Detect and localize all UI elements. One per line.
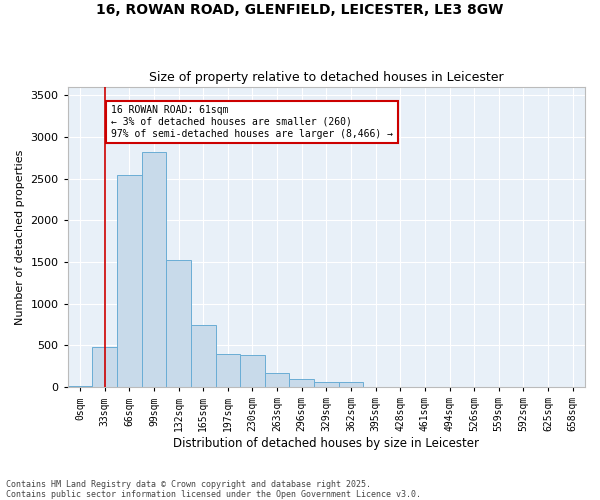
Bar	[191, 326, 215, 387]
Text: 16 ROWAN ROAD: 61sqm
← 3% of detached houses are smaller (260)
97% of semi-detac: 16 ROWAN ROAD: 61sqm ← 3% of detached ho…	[111, 106, 393, 138]
Bar	[265, 373, 289, 387]
Title: Size of property relative to detached houses in Leicester: Size of property relative to detached ho…	[149, 72, 503, 85]
X-axis label: Distribution of detached houses by size in Leicester: Distribution of detached houses by size …	[173, 437, 479, 450]
Text: 16, ROWAN ROAD, GLENFIELD, LEICESTER, LE3 8GW: 16, ROWAN ROAD, GLENFIELD, LEICESTER, LE…	[97, 2, 503, 16]
Bar	[68, 386, 92, 387]
Text: Contains HM Land Registry data © Crown copyright and database right 2025.
Contai: Contains HM Land Registry data © Crown c…	[6, 480, 421, 499]
Bar	[240, 356, 265, 387]
Bar	[92, 347, 117, 387]
Bar	[142, 152, 166, 387]
Bar	[117, 176, 142, 387]
Bar	[314, 382, 338, 387]
Bar	[338, 382, 364, 387]
Bar	[166, 260, 191, 387]
Bar	[215, 354, 240, 387]
Bar	[289, 379, 314, 387]
Y-axis label: Number of detached properties: Number of detached properties	[15, 150, 25, 325]
